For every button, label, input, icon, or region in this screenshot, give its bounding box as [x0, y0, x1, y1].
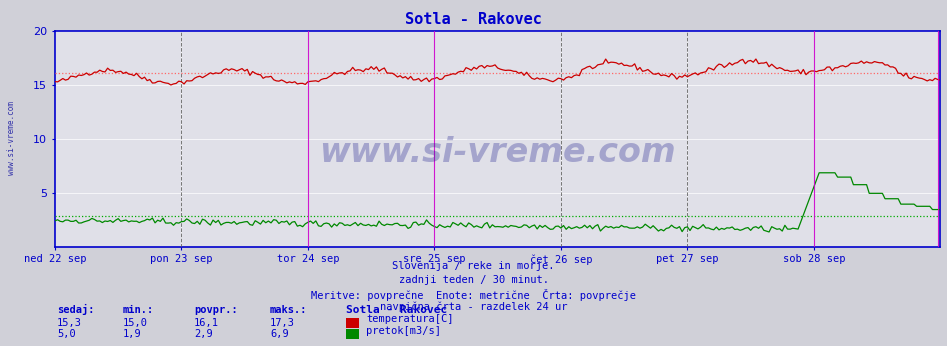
Text: Sotla - Rakovec: Sotla - Rakovec: [405, 12, 542, 27]
Text: maks.:: maks.:: [270, 305, 308, 315]
Text: Slovenija / reke in morje.: Slovenija / reke in morje.: [392, 261, 555, 271]
Text: sedaj:: sedaj:: [57, 304, 95, 315]
Text: 5,0: 5,0: [57, 329, 76, 339]
Text: zadnji teden / 30 minut.: zadnji teden / 30 minut.: [399, 275, 548, 285]
Text: navpična črta - razdelek 24 ur: navpična črta - razdelek 24 ur: [380, 302, 567, 312]
Text: povpr.:: povpr.:: [194, 305, 238, 315]
Text: 17,3: 17,3: [270, 318, 295, 328]
Text: temperatura[C]: temperatura[C]: [366, 314, 454, 324]
Text: 15,3: 15,3: [57, 318, 81, 328]
Text: 6,9: 6,9: [270, 329, 289, 339]
Text: Meritve: povprečne  Enote: metrične  Črta: povprečje: Meritve: povprečne Enote: metrične Črta:…: [311, 289, 636, 301]
Text: 2,9: 2,9: [194, 329, 213, 339]
Text: Sotla - Rakovec: Sotla - Rakovec: [346, 305, 447, 315]
Text: 1,9: 1,9: [123, 329, 142, 339]
Text: www.si-vreme.com: www.si-vreme.com: [319, 136, 676, 169]
Text: 16,1: 16,1: [194, 318, 219, 328]
Text: www.si-vreme.com: www.si-vreme.com: [7, 101, 16, 175]
Text: pretok[m3/s]: pretok[m3/s]: [366, 326, 441, 336]
Text: min.:: min.:: [123, 305, 154, 315]
Text: 15,0: 15,0: [123, 318, 148, 328]
